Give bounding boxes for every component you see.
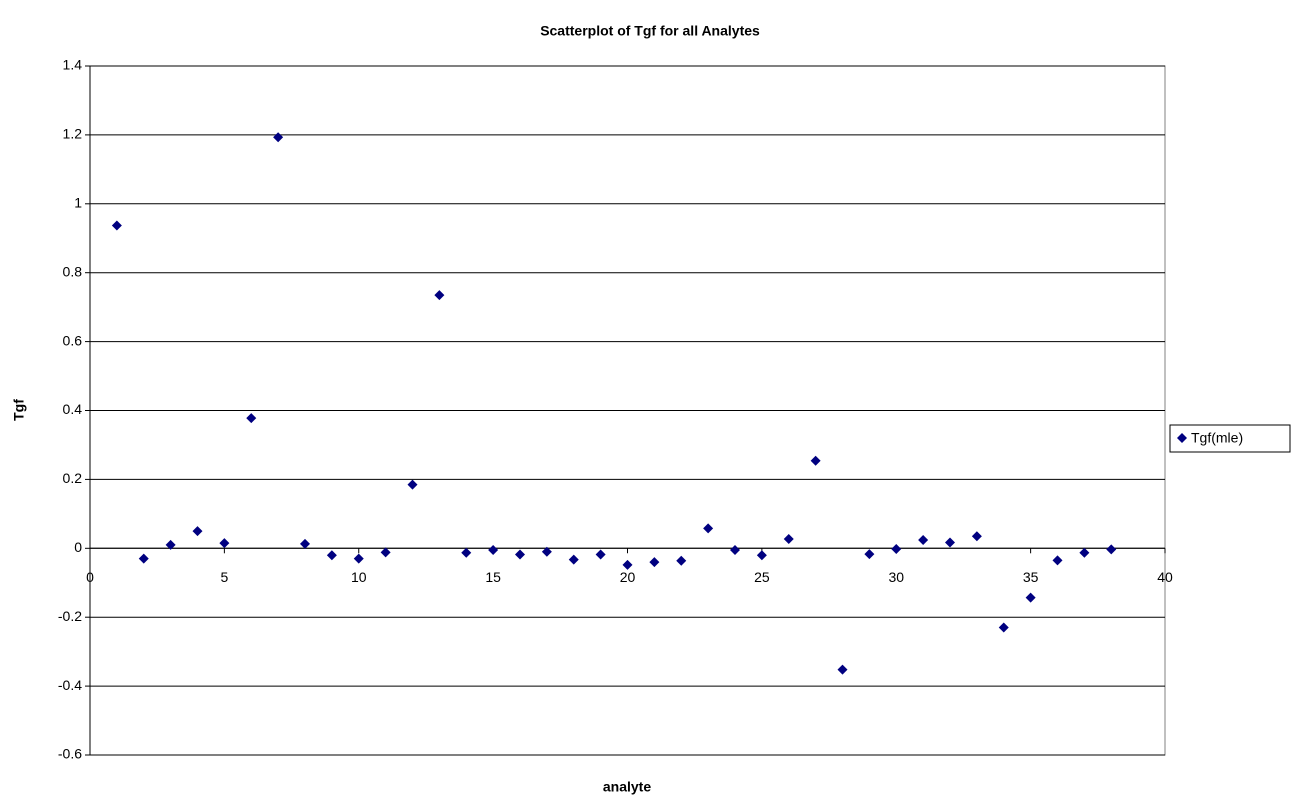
x-tick-label: 5 xyxy=(220,569,228,585)
point xyxy=(568,554,579,565)
point xyxy=(515,549,525,560)
point xyxy=(273,132,284,143)
x-tick-label: 20 xyxy=(620,569,636,585)
x-tick-label: 35 xyxy=(1023,569,1039,585)
point xyxy=(246,413,257,424)
point xyxy=(810,455,821,466)
point xyxy=(111,220,122,231)
chart-title: Scatterplot of Tgf for all Analytes xyxy=(540,23,760,39)
y-tick-label: 0.2 xyxy=(63,470,83,486)
point xyxy=(192,526,203,537)
point xyxy=(783,533,794,544)
point xyxy=(998,622,1009,633)
point xyxy=(219,538,230,549)
point xyxy=(326,550,337,561)
point xyxy=(649,557,660,568)
y-tick-label: -0.2 xyxy=(58,608,82,624)
y-tick-label: -0.6 xyxy=(58,746,82,762)
x-axis-label: analyte xyxy=(603,779,651,795)
y-tick-label: 1.4 xyxy=(63,57,83,73)
y-tick-label: 0.6 xyxy=(63,332,83,348)
point xyxy=(434,290,445,301)
point xyxy=(756,550,767,561)
point xyxy=(676,555,687,566)
point xyxy=(541,546,552,557)
x-tick-label: 0 xyxy=(86,569,94,585)
point xyxy=(864,549,875,560)
x-tick-label: 15 xyxy=(485,569,501,585)
x-tick-label: 40 xyxy=(1157,569,1173,585)
point xyxy=(595,549,606,560)
point xyxy=(300,538,310,549)
point xyxy=(971,531,982,542)
y-tick-label: 1 xyxy=(74,195,82,211)
point xyxy=(353,553,364,564)
y-axis-label: Tgf xyxy=(11,399,27,421)
x-tick-label: 30 xyxy=(888,569,904,585)
point xyxy=(461,547,472,558)
point xyxy=(918,535,929,546)
x-tick-label: 25 xyxy=(754,569,770,585)
point xyxy=(488,545,499,556)
point xyxy=(407,479,418,490)
point xyxy=(891,543,902,554)
point xyxy=(1052,555,1063,566)
y-tick-label: 0.8 xyxy=(63,263,83,279)
point xyxy=(703,523,714,534)
x-tick-label: 10 xyxy=(351,569,367,585)
point xyxy=(1025,592,1036,603)
point xyxy=(380,547,391,558)
point xyxy=(945,537,955,548)
y-tick-label: 1.2 xyxy=(63,126,83,142)
y-tick-label: 0.4 xyxy=(63,401,83,417)
point xyxy=(138,553,149,564)
point xyxy=(165,539,176,550)
legend-marker xyxy=(1177,433,1187,443)
point xyxy=(837,664,848,675)
y-tick-label: 0 xyxy=(74,539,82,555)
point xyxy=(730,545,740,556)
point xyxy=(1106,544,1117,555)
legend-box xyxy=(1169,424,1291,453)
point xyxy=(1079,547,1090,558)
legend-label: Tgf(mle) xyxy=(1191,430,1243,446)
point xyxy=(622,559,633,570)
y-tick-label: -0.4 xyxy=(58,677,82,693)
